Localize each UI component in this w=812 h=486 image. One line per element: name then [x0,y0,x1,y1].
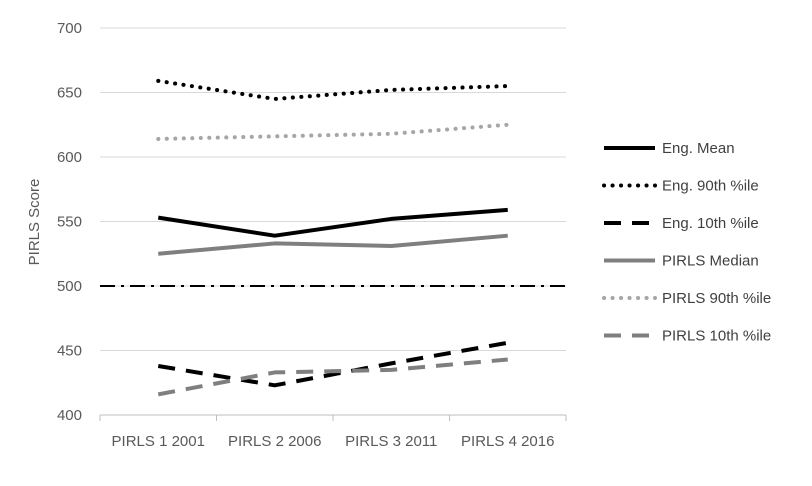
series-line-6 [157,357,508,397]
series-line-5 [156,122,510,141]
y-axis-ticks: 400 450 500 550 600 650 700 [57,20,82,424]
y-tick-label: 650 [57,85,82,102]
legend-label: PIRLS 10th %ile [662,328,771,345]
legend-label: Eng. Mean [662,140,735,157]
legend-label: PIRLS Median [662,253,759,270]
legend: Eng. Mean Eng. 90th %ile Eng. 10th %ile PIR… [602,140,771,345]
gridlines [100,27,566,351]
x-tick-label: PIRLS 4 2016 [461,433,554,450]
x-tick-label: PIRLS 3 2011 [345,433,437,450]
y-tick-label: 700 [57,20,82,37]
legend-label: Eng. 90th %ile [662,178,759,195]
y-tick-label: 550 [57,214,82,231]
series-line-2 [156,78,510,101]
y-tick-label: 400 [57,407,82,424]
x-tick-label: PIRLS 2 2006 [228,433,321,450]
y-tick-label: 500 [57,278,82,295]
series-line-4 [158,233,508,256]
y-axis-title: PIRLS Score [26,179,43,266]
y-tick-label: 600 [57,149,82,166]
series-group [156,78,510,397]
series-line-1 [157,207,508,238]
y-tick-label: 450 [57,343,82,360]
x-tick-label: PIRLS 1 2001 [112,433,205,450]
series-line-3 [157,340,509,388]
x-axis-ticks: PIRLS 1 2001 PIRLS 2 2006 PIRLS 3 2011 PIRL… [99,415,567,450]
legend-label: PIRLS 90th %ile [662,290,771,307]
legend-label: Eng. 10th %ile [662,215,759,232]
